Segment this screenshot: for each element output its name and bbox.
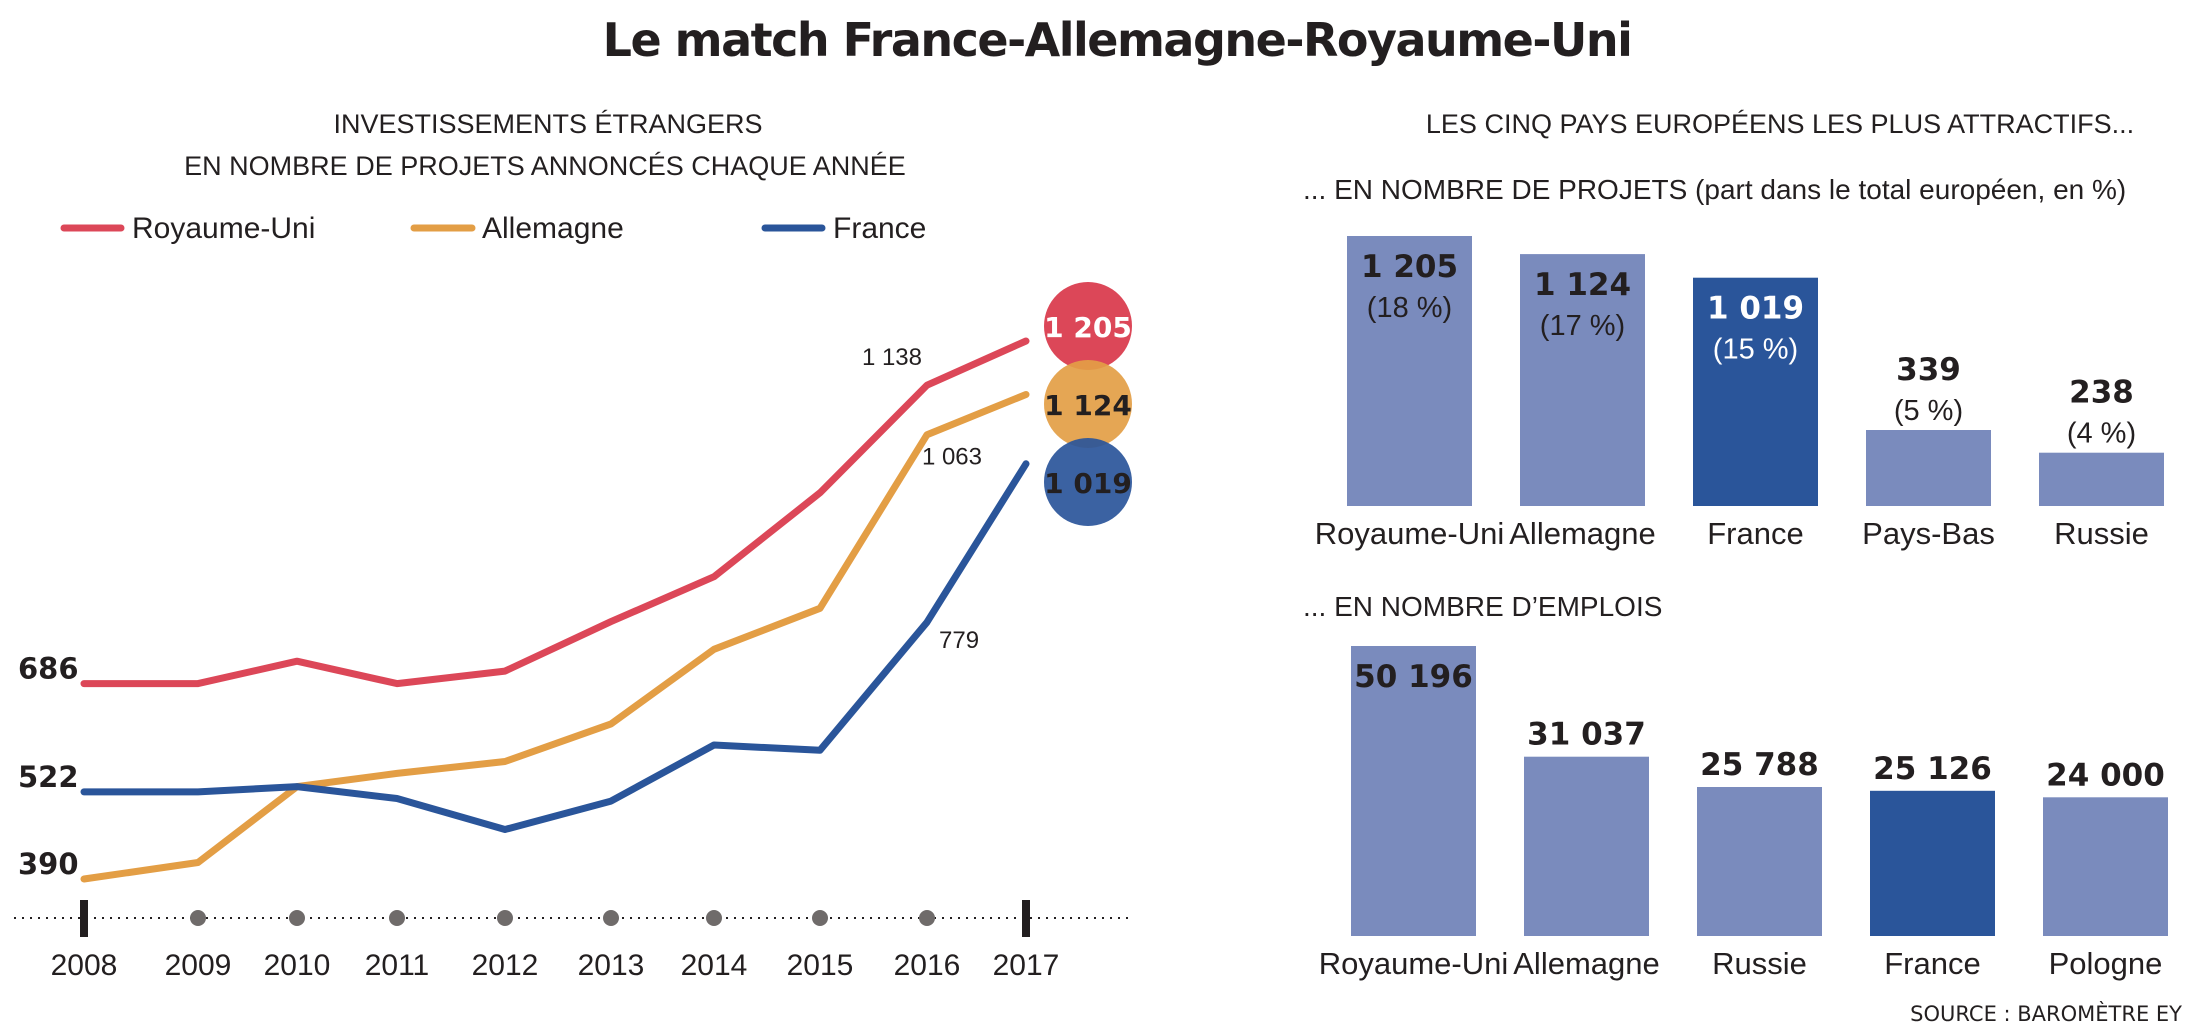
legend-item-allemagne: Allemagne [410, 212, 624, 245]
x-tick-dot-2009 [190, 910, 206, 926]
bar-category-russie: Russie [2054, 516, 2149, 551]
line-chart-end-badges: 1 205 1 124 1 019 [1044, 282, 1132, 526]
bar-value-pays-bas: 339 [1896, 352, 1961, 388]
start-value-label-522: 522 [18, 760, 79, 794]
x-tick-label-2017: 2017 [993, 949, 1060, 982]
bar-value-royaume-uni: 1 205 [1361, 249, 1458, 285]
legend-label-royaume-uni: Royaume-Uni [132, 212, 315, 245]
bar-allemagne [1524, 756, 1649, 936]
bar-pologne [2043, 797, 2168, 936]
bar-russie [2039, 452, 2164, 506]
x-tick-major-2008 [80, 900, 88, 937]
x-tick-dot-2011 [389, 910, 405, 926]
x-tick-label-2012: 2012 [472, 949, 539, 982]
start-value-label-686: 686 [18, 652, 79, 686]
x-tick-label-2010: 2010 [264, 949, 331, 982]
bar-pays-bas [1866, 430, 1991, 506]
point-label-allemagne-2016: 1 063 [922, 444, 982, 471]
legend-label-allemagne: Allemagne [482, 212, 624, 245]
bar-value-russie: 238 [2069, 375, 2134, 411]
series-line-royaume-uni [80, 337, 1030, 688]
bar-category-france: France [1884, 946, 1980, 981]
end-badge-circle-allemagne [1044, 360, 1132, 448]
bar-value-russie: 25 788 [1700, 747, 1819, 783]
end-badge-label-allemagne: 1 124 [1044, 389, 1132, 422]
x-tick-major-2017 [1022, 900, 1030, 937]
end-badge-label-royaume-uni: 1 205 [1044, 311, 1132, 344]
projects-chart-title: ... EN NOMBRE DE PROJETS (part dans le t… [1303, 174, 2126, 205]
bar-france [1693, 277, 1818, 506]
bar-share-royaume-uni: (18 %) [1367, 292, 1452, 324]
jobs-bar-chart: 50 196 Royaume-Uni 31 037 Allemagne 25 788 Ru… [1319, 646, 2168, 981]
line-chart-point-labels: 1 138 1 063 779 [862, 344, 982, 654]
bar-value-allemagne: 1 124 [1534, 267, 1631, 303]
start-value-label-390: 390 [18, 847, 79, 881]
bar-royaume-uni [1351, 646, 1476, 936]
x-tick-dot-2012 [497, 910, 513, 926]
end-badge-label-france: 1 019 [1044, 467, 1132, 500]
bar-section-heading: LES CINQ PAYS EUROPÉENS LES PLUS ATTRACT… [1426, 109, 2134, 139]
bar-share-france: (15 %) [1713, 334, 1798, 366]
jobs-chart-title: ... EN NOMBRE D’EMPLOIS [1303, 591, 1662, 622]
point-label-royaume-uni-2016: 1 138 [862, 344, 922, 371]
line-chart-x-axis: 2008 2009 2010 2011 2012 2013 2014 2015 2016 2017 [14, 900, 1132, 982]
x-tick-label-2013: 2013 [578, 949, 645, 982]
line-chart-value-axis-labels: 686 522 390 [18, 652, 79, 881]
end-badge-circle-france [1044, 438, 1132, 526]
bar-category-pologne: Pologne [2049, 946, 2163, 981]
bar-category-pays-bas: Pays-Bas [1862, 516, 1995, 551]
bar-france [1870, 790, 1995, 936]
bar-value-royaume-uni: 50 196 [1354, 659, 1473, 695]
bar-value-pologne: 24 000 [2046, 757, 2165, 793]
main-title: Le match France-Allemagne-Royaume-Uni [603, 13, 1632, 67]
series-line-france [80, 460, 1030, 833]
x-tick-dot-2016 [919, 910, 935, 926]
x-tick-label-2009: 2009 [165, 949, 232, 982]
bar-russie [1697, 787, 1822, 936]
bar-category-allemagne: Allemagne [1513, 946, 1659, 981]
line-chart-legend: Royaume-Uni Allemagne France [60, 212, 926, 245]
bar-category-france: France [1707, 516, 1803, 551]
bar-value-france: 25 126 [1873, 751, 1992, 787]
x-tick-dot-2014 [706, 910, 722, 926]
bar-value-allemagne: 31 037 [1527, 717, 1646, 753]
bar-category-royaume-uni: Royaume-Uni [1315, 516, 1505, 551]
x-tick-label-2014: 2014 [681, 949, 748, 982]
x-tick-label-2011: 2011 [365, 949, 430, 982]
line-chart-title-line-2: EN NOMBRE DE PROJETS ANNONCÉS CHAQUE ANN… [184, 151, 906, 181]
x-tick-dot-2015 [812, 910, 828, 926]
bar-royaume-uni [1347, 236, 1472, 506]
legend-item-france: France [761, 212, 926, 245]
line-chart-header: INVESTISSEMENTS ÉTRANGERS EN NOMBRE DE P… [184, 109, 906, 181]
series-line-allemagne [80, 391, 1030, 883]
legend-item-royaume-uni: Royaume-Uni [60, 212, 315, 245]
end-badge-circle-royaume-uni [1044, 282, 1132, 370]
bar-value-france: 1 019 [1707, 291, 1804, 327]
projects-bar-chart: 1 205 (18 %) Royaume-Uni 1 124 (17 %) Allemag… [1315, 236, 2164, 551]
bar-share-russie: (4 %) [2067, 418, 2136, 450]
x-tick-label-2008: 2008 [51, 949, 118, 982]
legend-label-france: France [833, 212, 926, 245]
x-tick-label-2016: 2016 [894, 949, 961, 982]
bar-category-russie: Russie [1712, 946, 1807, 981]
bar-category-royaume-uni: Royaume-Uni [1319, 946, 1509, 981]
bar-share-pays-bas: (5 %) [1894, 395, 1963, 427]
x-tick-label-2015: 2015 [787, 949, 854, 982]
source-note: SOURCE : BAROMÈTRE EY [1910, 1001, 2182, 1026]
bar-category-allemagne: Allemagne [1509, 516, 1655, 551]
x-tick-dot-2013 [603, 910, 619, 926]
x-tick-dot-2010 [289, 910, 305, 926]
point-label-france-2016: 779 [939, 627, 979, 654]
line-chart-series [80, 337, 1030, 883]
line-chart-title-line-1: INVESTISSEMENTS ÉTRANGERS [333, 109, 762, 139]
bar-allemagne [1520, 254, 1645, 506]
bar-share-allemagne: (17 %) [1540, 310, 1625, 342]
